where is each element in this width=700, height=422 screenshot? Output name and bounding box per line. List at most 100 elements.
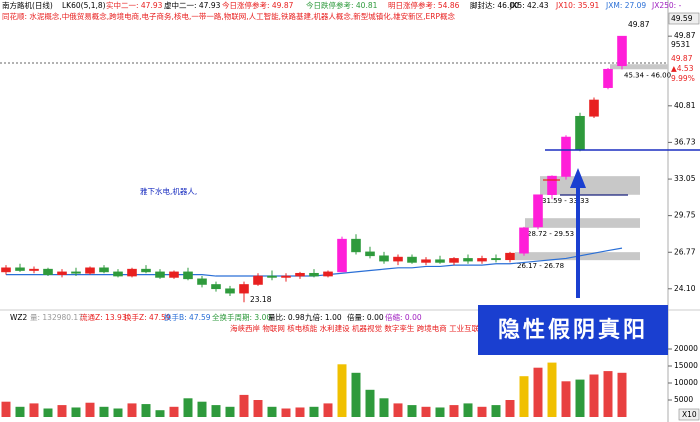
zone	[610, 64, 668, 70]
candle-body	[225, 288, 235, 294]
volume-bar	[505, 400, 515, 417]
volume-bar	[197, 401, 207, 417]
candle-body	[183, 271, 193, 280]
volume-bar	[575, 379, 585, 417]
price-label: 49.87	[671, 54, 693, 63]
volume-header-item: 换手Z: 47.59	[124, 312, 171, 322]
candle-body	[575, 115, 585, 150]
header-item: 南方路机(日线)	[2, 0, 53, 10]
candle-body	[435, 259, 445, 263]
volume-header-item: 全换手周期: 3.00	[212, 312, 271, 322]
volume-bar	[239, 394, 249, 417]
volume-tags: 海峡西岸 物联网 核电核能 水利建设 机器视觉 数字孪生 跨境电商 工业互联 中…	[230, 323, 497, 333]
header-item: 脚封达: 46.00	[470, 0, 519, 10]
price-label: 9.99%	[671, 74, 695, 83]
price-box	[668, 12, 700, 25]
callout-box	[478, 305, 668, 355]
candle-body	[491, 258, 501, 261]
price-label: ▲4.53	[671, 64, 694, 73]
volume-bar	[365, 389, 375, 417]
y-tick-label: 24.10	[674, 284, 696, 293]
volume-bar	[617, 372, 627, 417]
candle-body	[351, 238, 361, 253]
concepts: 同花顺: 水泥概念,中俄贸易概念,跨境电商,电子商务,核电,一带一路,物联网,人…	[2, 11, 455, 21]
y-tick-label: 29.75	[674, 211, 696, 220]
volume-bar	[533, 367, 543, 417]
y-tick-label: 26.77	[674, 247, 696, 256]
header-item: JX250: -	[651, 1, 682, 10]
candle-body	[533, 194, 543, 228]
candle-body	[379, 255, 389, 262]
volume-bar	[113, 408, 123, 417]
volume-bar	[85, 402, 95, 417]
candle-body	[309, 272, 319, 277]
zone-label: 26.17 - 26.78	[517, 262, 564, 270]
volume-bar	[449, 405, 459, 417]
candle-body	[1, 267, 11, 273]
volume-header-item: 九倍: 1.00	[305, 312, 342, 322]
header-item: 今日涨停参考: 49.87	[222, 0, 294, 10]
unit-box	[678, 408, 700, 421]
arrow-head	[570, 168, 586, 188]
candle-body	[603, 68, 613, 88]
candle-body	[267, 275, 277, 278]
volume-bar	[309, 406, 319, 417]
volume-bar	[477, 406, 487, 417]
header-item: JXM: 27.09	[605, 1, 646, 10]
volume-bar	[463, 403, 473, 417]
header-item: 实中二一: 47.93	[106, 0, 163, 10]
candle-body	[505, 252, 515, 261]
candle-body	[421, 259, 431, 263]
volume-header-item: 量比: 0.98	[268, 312, 305, 322]
zone-label: 45.34 - 46.00	[624, 71, 671, 79]
volume-bar	[281, 408, 291, 417]
header-item: LK60(5,1,8)	[62, 1, 106, 10]
volume-bar	[183, 398, 193, 417]
candle-body	[281, 275, 291, 278]
volume-bar	[141, 404, 151, 417]
annotation: 49.87	[628, 20, 650, 29]
candle-body	[407, 256, 417, 263]
candle-body	[547, 175, 557, 195]
volume-bar	[337, 364, 347, 417]
callout-text: 隐性假阴真阳	[498, 317, 648, 343]
volume-bar	[57, 405, 67, 417]
header-item: 今日跌停参考: 40.81	[306, 0, 378, 10]
volume-bar	[491, 405, 501, 417]
volume-bar	[15, 406, 25, 417]
volume-bar	[547, 362, 557, 417]
zone	[525, 218, 640, 228]
volume-bar	[99, 406, 109, 417]
volume-bar	[323, 403, 333, 417]
volume-bar	[211, 405, 221, 417]
volume-bar	[295, 407, 305, 417]
price-label: 9531	[671, 40, 690, 49]
volume-bar	[351, 372, 361, 417]
candle-body	[617, 35, 627, 67]
volume-bar	[393, 403, 403, 417]
candle-body	[155, 271, 165, 278]
candle-body	[561, 136, 571, 177]
y-tick-label: 49.87	[674, 31, 696, 40]
volume-bar	[267, 406, 277, 417]
zone	[540, 176, 640, 195]
volume-header-item: 倍量: 0.00	[347, 312, 384, 322]
candle-body	[589, 99, 599, 117]
candle-body	[323, 271, 333, 277]
header-item: 明日涨停参考: 54.86	[388, 0, 460, 10]
volume-bar	[29, 403, 39, 417]
candle-body	[211, 284, 221, 290]
candle-body	[141, 268, 151, 273]
volume-header-item: 流通Z: 13.93	[80, 312, 127, 322]
candle-body	[71, 271, 81, 274]
y-tick-label: 15000	[674, 361, 698, 370]
volume-bar	[253, 400, 263, 417]
volume-bar	[127, 403, 137, 417]
candle-body	[449, 258, 459, 263]
candle-body	[253, 275, 263, 285]
unit-label: X10	[682, 410, 697, 419]
candle-body	[295, 272, 305, 277]
volume-bar	[519, 376, 529, 417]
candle-body	[113, 271, 123, 277]
